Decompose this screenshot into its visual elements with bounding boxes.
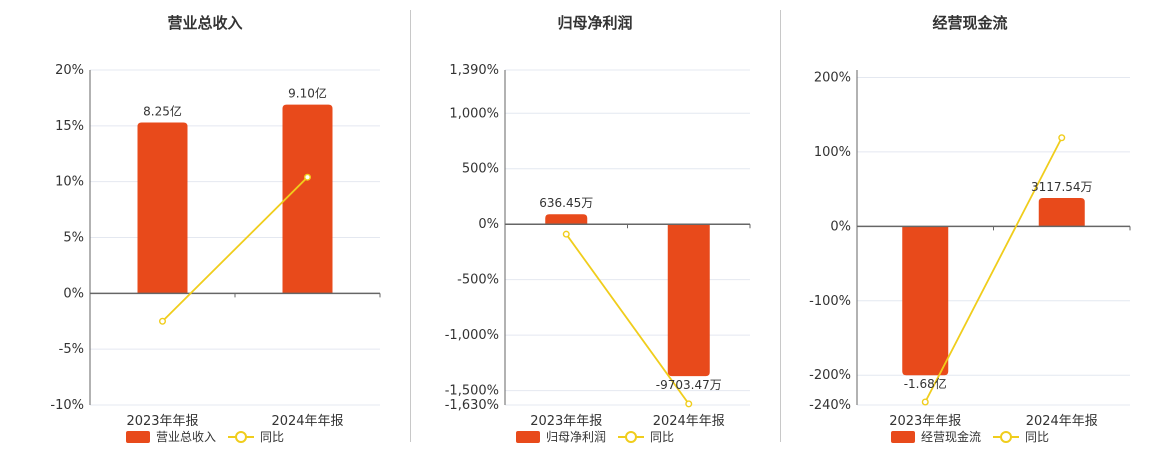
- y-tick-label: 0%: [63, 286, 84, 301]
- cash-flow-chart-svg: -240% -200% -100% 0% 100% 200% 2023年年报 2024年年报 -…: [809, 70, 1131, 429]
- x-category-label: 2024年年报: [1026, 414, 1098, 429]
- legend-line-swatch: [993, 430, 1019, 443]
- y-tick-label: -10%: [50, 398, 84, 413]
- yoy-line: [565, 233, 690, 405]
- x-category-label: 2024年年报: [653, 414, 725, 429]
- y-tick-label: 1,390%: [449, 63, 499, 78]
- legend-line-swatch: [228, 430, 254, 443]
- y-tick-label: 15%: [55, 119, 84, 134]
- x-category-label: 2024年年报: [271, 414, 343, 429]
- legend-bar-swatch: [515, 430, 540, 443]
- legend-line-label: 同比: [650, 430, 675, 444]
- bar: [545, 214, 588, 225]
- revenue-chart-svg: -10% -5% 0% 5% 10% 15% 20% 2023年年报 2024年年报 8.25亿 9…: [50, 63, 381, 429]
- y-tick-label: 5%: [63, 231, 84, 246]
- y-tick-label: 500%: [462, 162, 499, 177]
- bar-data-label: -1.68亿: [904, 376, 947, 391]
- y-tick-label: -500%: [457, 273, 499, 288]
- legend-line-label: 同比: [1025, 430, 1050, 444]
- legend-bar-swatch: [125, 430, 150, 443]
- y-tick-label: 10%: [55, 175, 84, 190]
- chart-legend: 营业总收入 同比: [0, 428, 410, 445]
- y-tick-label: -200%: [809, 368, 851, 383]
- bar: [282, 104, 333, 294]
- legend-line-swatch: [618, 430, 644, 443]
- yoy-point: [304, 173, 312, 181]
- y-tick-label: 1,000%: [449, 106, 499, 121]
- yoy-point: [1058, 134, 1066, 142]
- bar-data-label: 3117.54万: [1031, 180, 1093, 194]
- legend-bar-label: 经营现金流: [920, 430, 981, 444]
- y-tick-label: -1,000%: [445, 328, 499, 343]
- yoy-line: [924, 137, 1063, 403]
- y-tick-label: 20%: [55, 63, 84, 78]
- x-category-label: 2023年年报: [530, 414, 602, 429]
- yoy-point: [685, 400, 693, 408]
- bar: [1038, 198, 1085, 227]
- y-tick-label: 0%: [830, 219, 851, 234]
- y-tick-label: 0%: [478, 217, 499, 232]
- x-category-label: 2023年年报: [126, 414, 198, 429]
- bar-data-label: 636.45万: [539, 196, 593, 210]
- yoy-line: [161, 176, 309, 322]
- chart-title: 经营现金流: [932, 14, 1008, 32]
- y-tick-label: -1,500%: [445, 384, 499, 399]
- bar-data-label: 8.25亿: [143, 103, 182, 118]
- y-tick-label: -5%: [59, 342, 84, 357]
- bar: [667, 224, 710, 377]
- yoy-point: [158, 317, 166, 325]
- chart-legend: 经营现金流 同比: [780, 428, 1160, 445]
- chart-legend: 归母净利润 同比: [410, 428, 780, 445]
- yoy-point: [562, 230, 570, 238]
- legend-bar-label: 归母净利润: [545, 430, 606, 444]
- legend-bar-label: 营业总收入: [155, 430, 216, 444]
- y-tick-label: -240%: [809, 398, 851, 413]
- y-tick-label: 100%: [814, 145, 851, 160]
- bar-data-label: 9.10亿: [288, 86, 327, 101]
- chart-title: 营业总收入: [167, 14, 243, 32]
- bar: [137, 122, 188, 294]
- y-tick-label: 200%: [814, 70, 851, 85]
- panel-divider: [780, 10, 781, 442]
- panel-divider: [410, 10, 411, 442]
- net-profit-chart-panel: 归母净利润 -1,630% -1,500% -1,000% -500% 0% 500% 1,…: [410, 0, 780, 450]
- revenue-chart-panel: 营业总收入 -10% -5% 0% 5% 10% 15% 20% 2023年年报 2024年年报…: [0, 0, 410, 450]
- bar: [902, 226, 949, 376]
- legend-line-label: 同比: [260, 430, 285, 444]
- net-profit-chart-svg: -1,630%-1,500% -1,000% -500% 0% 500% 1,000% 1,…: [445, 63, 751, 429]
- chart-title: 归母净利润: [557, 14, 633, 32]
- y-tick-label: -100%: [809, 294, 851, 309]
- cash-flow-chart-panel: 经营现金流 -240% -200% -100% 0% 100% 200% 2023年年报 20…: [780, 0, 1160, 450]
- y-tick-label: -1,630%: [445, 398, 499, 413]
- legend-bar-swatch: [890, 430, 915, 443]
- yoy-point: [921, 398, 929, 406]
- x-category-label: 2023年年报: [889, 414, 961, 429]
- bar-data-label: -9703.47万: [656, 378, 722, 392]
